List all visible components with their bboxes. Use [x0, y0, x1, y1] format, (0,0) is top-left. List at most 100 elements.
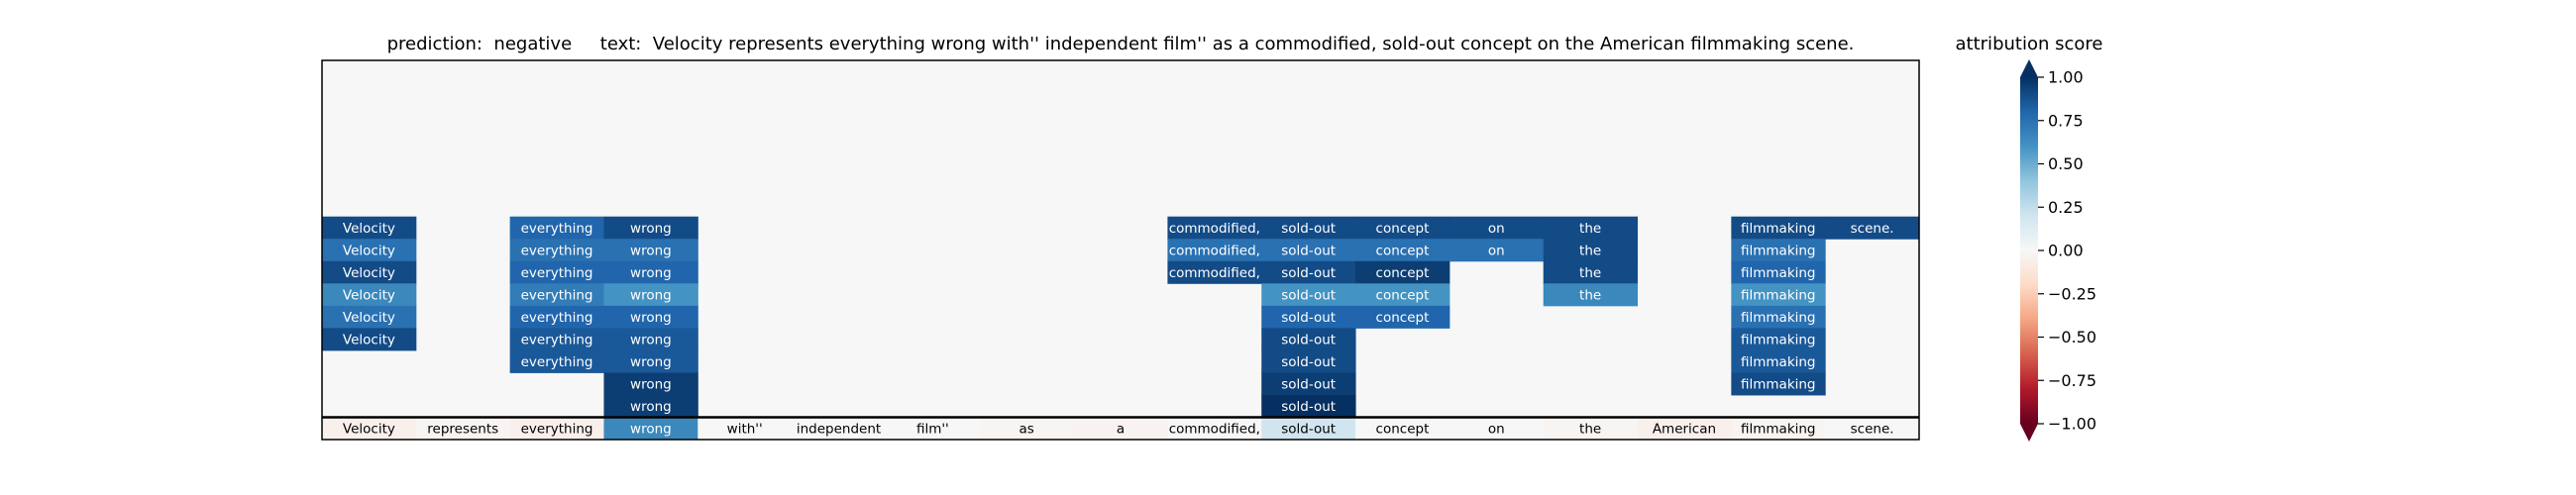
cell	[1731, 260, 1826, 284]
cell-label: sold-out	[1281, 221, 1336, 237]
cell	[1543, 417, 1639, 441]
cell-label: filmmaking	[1741, 310, 1816, 326]
cell-label: commodified,	[1169, 422, 1260, 438]
cell-label: wrong	[630, 399, 672, 415]
cell-label: on	[1488, 244, 1505, 259]
cell	[1261, 328, 1356, 351]
cell	[322, 417, 417, 441]
cell	[1449, 239, 1545, 262]
cell-label: American	[1653, 422, 1716, 438]
cell	[509, 260, 604, 284]
colorbar-tick-label: 0.00	[2048, 242, 2084, 260]
cell	[1731, 305, 1826, 329]
cell-label: wrong	[630, 244, 672, 259]
cell-label: wrong	[630, 310, 672, 326]
cell-label: scene.	[1851, 221, 1894, 237]
colorbar-tick-label: 0.25	[2048, 198, 2084, 217]
cell-label: Velocity	[343, 244, 395, 259]
cell-label: filmmaking	[1741, 244, 1816, 259]
cell	[509, 239, 604, 262]
cell-label: the	[1579, 265, 1601, 281]
cell-label: filmmaking	[1741, 377, 1816, 393]
cell	[415, 417, 511, 441]
cell-label: concept	[1376, 288, 1430, 304]
cell-label: wrong	[630, 333, 672, 348]
cell	[603, 417, 698, 441]
cell-label: film''	[916, 422, 949, 438]
cell-label: sold-out	[1281, 288, 1336, 304]
cell-label: concept	[1376, 265, 1430, 281]
plot-frame	[321, 59, 1920, 441]
cell	[1731, 417, 1826, 441]
cell-label: scene.	[1851, 422, 1894, 438]
cell-label: commodified,	[1169, 265, 1260, 281]
cell-label: everything	[521, 354, 593, 370]
cell	[1355, 239, 1450, 262]
cell-label: everything	[521, 333, 593, 348]
cell	[1261, 283, 1356, 307]
cell-label: the	[1579, 244, 1601, 259]
cell-label: wrong	[630, 265, 672, 281]
cell	[603, 394, 698, 418]
cell	[1731, 239, 1826, 262]
cell-label: filmmaking	[1741, 221, 1816, 237]
cell-label: on	[1488, 221, 1505, 237]
cell-label: independent	[797, 422, 881, 438]
cell-label: Velocity	[343, 288, 395, 304]
cell	[509, 283, 604, 307]
cell	[1355, 417, 1450, 441]
cell	[1355, 305, 1450, 329]
cell	[1825, 417, 1920, 441]
colorbar-tick-label: −0.25	[2048, 284, 2096, 303]
cell	[792, 417, 887, 441]
cell	[1261, 239, 1356, 262]
cell	[1731, 328, 1826, 351]
cell-label: Velocity	[343, 221, 395, 237]
colorbar-label: attribution score	[1956, 34, 2103, 54]
cell-label: a	[1117, 422, 1125, 438]
colorbar-tick-label: −1.00	[2048, 415, 2096, 434]
cell-label: filmmaking	[1741, 354, 1816, 370]
cell	[1073, 417, 1168, 441]
cell-label: Velocity	[343, 333, 395, 348]
cell	[603, 239, 698, 262]
cell-label: everything	[521, 422, 593, 438]
cell	[1261, 417, 1356, 441]
cell-label: everything	[521, 265, 593, 281]
cell	[1167, 417, 1262, 441]
cell-label: concept	[1376, 422, 1430, 438]
cell-label: on	[1488, 422, 1505, 438]
cell	[603, 372, 698, 396]
cell-label: filmmaking	[1741, 265, 1816, 281]
cell	[603, 260, 698, 284]
cell	[322, 260, 417, 284]
cell	[1355, 283, 1450, 307]
cell-label: commodified,	[1169, 221, 1260, 237]
cell-label: filmmaking	[1741, 288, 1816, 304]
cell	[1167, 216, 1262, 240]
cell	[1637, 417, 1732, 441]
cell	[1825, 216, 1920, 240]
cell-label: Velocity	[343, 310, 395, 326]
colorbar	[2020, 77, 2038, 424]
colorbar-tick-label: −0.75	[2048, 371, 2096, 390]
cell-label: filmmaking	[1741, 422, 1816, 438]
colorbar-tick-label: 0.75	[2048, 111, 2084, 130]
cell-label: wrong	[630, 422, 672, 438]
cell	[1543, 260, 1639, 284]
cell-label: sold-out	[1281, 244, 1336, 259]
cell	[1449, 417, 1545, 441]
cell	[509, 349, 604, 373]
cell-label: sold-out	[1281, 377, 1336, 393]
cell	[1167, 239, 1262, 262]
cell	[322, 305, 417, 329]
cell-label: commodified,	[1169, 244, 1260, 259]
colorbar-extend-top	[2020, 59, 2038, 77]
cell	[322, 216, 417, 240]
cell-label: sold-out	[1281, 333, 1336, 348]
cell-label: filmmaking	[1741, 333, 1816, 348]
cell-label: wrong	[630, 354, 672, 370]
cell	[1731, 216, 1826, 240]
cell-label: Velocity	[343, 422, 395, 438]
